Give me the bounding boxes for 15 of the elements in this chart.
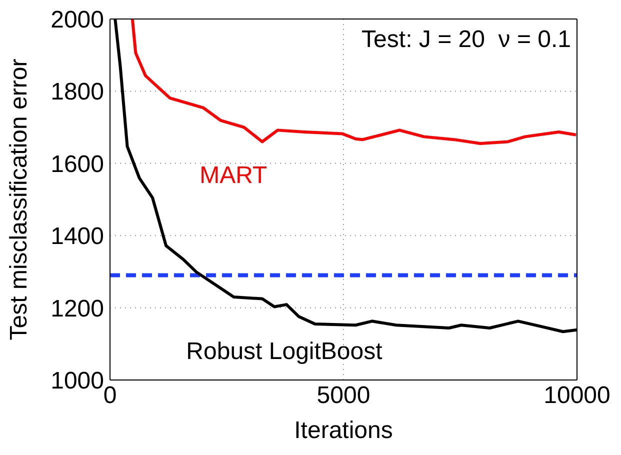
y-tick-label: 1600 [50,150,104,178]
x-tick-label: 5000 [316,382,370,410]
y-tick-label: 2000 [50,6,104,34]
x-tick-label: 0 [103,382,117,410]
y-tick-label: 1400 [50,223,104,250]
x-tick-label: 10000 [544,382,610,410]
series-label: MART [200,162,268,189]
y-tick-label: 1000 [50,368,104,395]
x-axis-title: Iterations [294,417,393,444]
line-series [130,19,577,146]
annotation: Test: J = 20 ν = 0.1 [362,26,571,54]
y-axis-title: Test misclassification error [6,58,33,340]
y-tick-label: 1800 [50,78,104,106]
y-tick-label: 1200 [50,295,104,322]
series-label: Robust LogitBoost [186,338,383,365]
